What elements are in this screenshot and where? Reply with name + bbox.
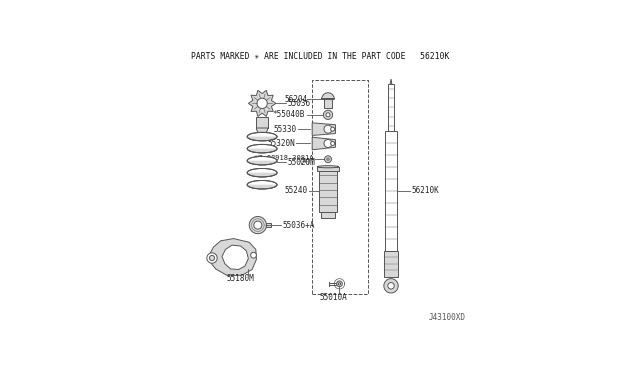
Text: PARTS MARKED ✳ ARE INCLUDED IN THE PART CODE   56210K: PARTS MARKED ✳ ARE INCLUDED IN THE PART …: [191, 52, 449, 61]
Text: 55330: 55330: [273, 125, 296, 134]
Polygon shape: [312, 137, 335, 150]
Polygon shape: [317, 167, 339, 171]
Text: 55240: 55240: [285, 186, 308, 195]
Polygon shape: [247, 161, 277, 165]
Text: 55036+A: 55036+A: [282, 221, 314, 230]
Ellipse shape: [247, 180, 277, 189]
Polygon shape: [331, 141, 335, 145]
Polygon shape: [251, 252, 257, 258]
Polygon shape: [326, 157, 330, 161]
Polygon shape: [388, 283, 394, 289]
Polygon shape: [247, 137, 277, 141]
Polygon shape: [247, 149, 277, 153]
Polygon shape: [383, 251, 399, 277]
Polygon shape: [247, 185, 277, 189]
Polygon shape: [222, 245, 248, 269]
Polygon shape: [324, 125, 332, 133]
Text: *① 08918-3081A: *① 08918-3081A: [254, 154, 314, 160]
Polygon shape: [339, 283, 340, 285]
Ellipse shape: [247, 132, 277, 141]
Polygon shape: [209, 238, 257, 276]
Ellipse shape: [247, 144, 277, 153]
Polygon shape: [266, 223, 271, 227]
Text: 55180M: 55180M: [227, 273, 255, 283]
Polygon shape: [209, 256, 214, 261]
Polygon shape: [257, 128, 268, 134]
Polygon shape: [312, 123, 335, 135]
Polygon shape: [323, 110, 333, 119]
Text: 55320N: 55320N: [268, 139, 295, 148]
Text: J43100XD: J43100XD: [429, 314, 465, 323]
Polygon shape: [324, 156, 332, 163]
Text: *55040B: *55040B: [273, 110, 305, 119]
Text: 55010A: 55010A: [320, 293, 348, 302]
Polygon shape: [207, 253, 217, 263]
Text: (4): (4): [298, 158, 311, 164]
Polygon shape: [247, 173, 277, 177]
Polygon shape: [388, 84, 394, 131]
Ellipse shape: [247, 169, 277, 177]
Polygon shape: [321, 212, 335, 218]
Polygon shape: [337, 281, 342, 287]
Text: 55036: 55036: [288, 99, 311, 108]
Polygon shape: [249, 217, 266, 234]
Polygon shape: [254, 221, 262, 229]
Polygon shape: [385, 131, 397, 251]
Text: 56204: 56204: [285, 94, 308, 103]
Polygon shape: [326, 113, 330, 117]
Polygon shape: [390, 79, 392, 84]
Polygon shape: [248, 90, 276, 116]
Text: 55020M: 55020M: [288, 158, 316, 167]
Polygon shape: [384, 279, 398, 293]
Polygon shape: [257, 98, 268, 109]
Polygon shape: [319, 168, 337, 212]
Ellipse shape: [247, 157, 277, 165]
Ellipse shape: [317, 166, 339, 168]
Polygon shape: [331, 127, 335, 131]
Polygon shape: [324, 140, 332, 147]
Polygon shape: [324, 99, 332, 108]
Polygon shape: [257, 117, 268, 128]
Text: 56210K: 56210K: [411, 186, 439, 195]
Polygon shape: [322, 93, 334, 99]
